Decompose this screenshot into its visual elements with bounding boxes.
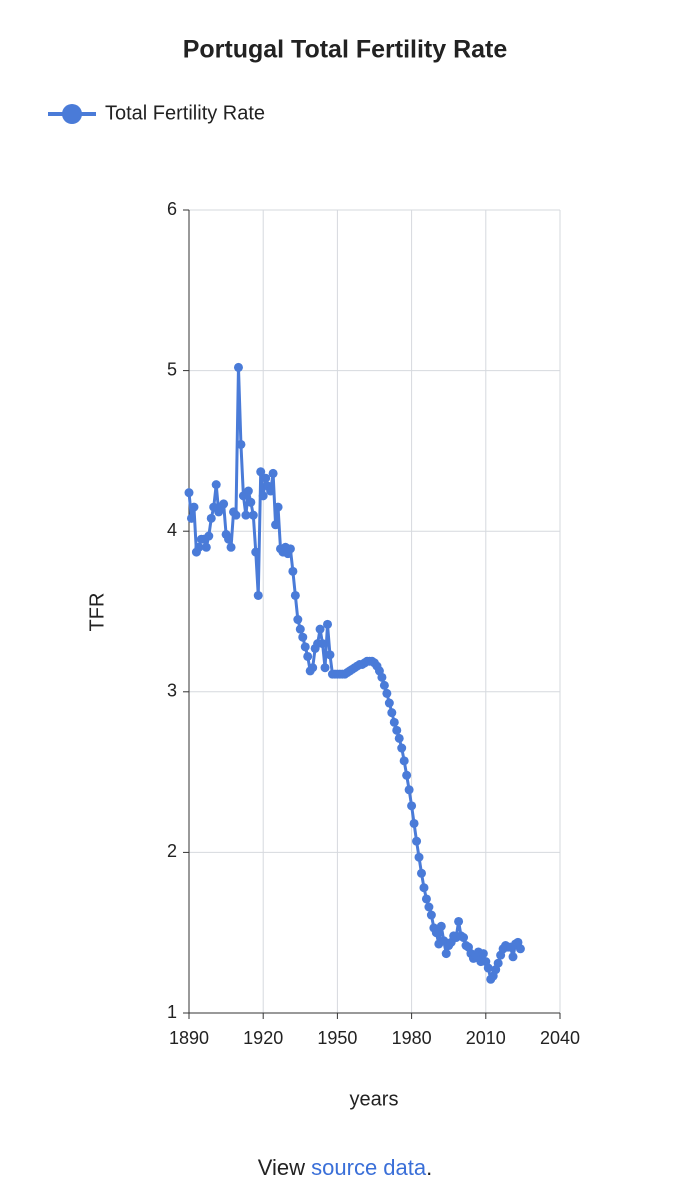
data-point: [318, 639, 328, 649]
data-point: [246, 497, 256, 507]
y-tick-label: 6: [167, 199, 177, 219]
legend-label: Total Fertility Rate: [105, 102, 265, 124]
y-tick-label: 3: [167, 681, 177, 701]
data-point: [419, 883, 429, 893]
data-point: [508, 952, 518, 962]
data-point: [493, 958, 503, 968]
data-point: [379, 680, 389, 690]
data-point: [421, 894, 431, 904]
data-point: [483, 963, 493, 973]
data-point: [226, 542, 236, 552]
data-point: [303, 651, 313, 661]
data-point: [273, 502, 283, 512]
legend-marker: [62, 104, 82, 124]
data-point: [219, 499, 229, 509]
data-point: [409, 818, 419, 828]
data-point: [459, 933, 469, 943]
data-point: [211, 480, 221, 490]
x-axis-label: years: [350, 1088, 399, 1110]
data-point: [431, 928, 441, 938]
data-point: [382, 688, 392, 698]
chart-title: Portugal Total Fertility Rate: [183, 36, 508, 64]
data-point: [387, 708, 397, 718]
x-tick-label: 1950: [317, 1028, 357, 1048]
data-point: [268, 468, 278, 478]
data-point: [515, 944, 525, 954]
data-point: [293, 615, 303, 625]
data-point: [441, 949, 451, 959]
data-point: [315, 624, 325, 634]
data-point: [414, 852, 424, 862]
data-point: [243, 486, 253, 496]
data-point: [248, 510, 258, 520]
x-tick-label: 2040: [540, 1028, 580, 1048]
data-point: [454, 916, 464, 926]
data-point: [258, 491, 268, 501]
footer-text: View: [257, 1155, 306, 1180]
data-point: [308, 663, 318, 673]
data-point: [261, 473, 271, 483]
data-point: [416, 868, 426, 878]
x-tick-label: 1890: [169, 1028, 209, 1048]
data-point: [189, 502, 199, 512]
data-point: [298, 632, 308, 642]
data-point: [184, 488, 194, 498]
data-point: [206, 513, 216, 523]
data-point: [404, 785, 414, 795]
data-point: [397, 743, 407, 753]
data-point: [266, 486, 276, 496]
data-point: [478, 949, 488, 959]
data-point: [236, 439, 246, 449]
data-point: [224, 534, 234, 544]
y-tick-label: 1: [167, 1002, 177, 1022]
data-point: [251, 547, 261, 557]
y-tick-label: 2: [167, 841, 177, 861]
data-point: [424, 902, 434, 912]
data-point: [253, 590, 263, 600]
data-point: [323, 619, 333, 629]
data-point: [426, 910, 436, 920]
data-point: [290, 590, 300, 600]
data-point: [392, 725, 402, 735]
data-point: [325, 650, 335, 660]
data-point: [394, 733, 404, 743]
data-point: [271, 520, 281, 530]
data-point: [241, 510, 251, 520]
data-point: [402, 770, 412, 780]
data-point: [389, 717, 399, 727]
footer-text: .: [426, 1155, 433, 1180]
data-point: [377, 672, 387, 682]
y-tick-label: 4: [167, 520, 177, 540]
data-point: [399, 756, 409, 766]
data-point: [204, 531, 214, 541]
data-point: [256, 467, 266, 477]
data-point: [407, 801, 417, 811]
x-tick-label: 1980: [392, 1028, 432, 1048]
data-point: [300, 642, 310, 652]
data-point: [320, 663, 330, 673]
data-point: [285, 544, 295, 554]
y-tick-label: 5: [167, 359, 177, 379]
x-tick-label: 2010: [466, 1028, 506, 1048]
source-link[interactable]: source data: [311, 1155, 427, 1180]
data-point: [201, 542, 211, 552]
data-point: [233, 362, 243, 372]
footer: View source data.: [0, 1155, 690, 1181]
data-point: [436, 921, 446, 931]
data-point: [412, 836, 422, 846]
data-point: [231, 510, 241, 520]
data-point: [194, 542, 204, 552]
x-tick-label: 1920: [243, 1028, 283, 1048]
data-point: [186, 513, 196, 523]
data-point: [295, 624, 305, 634]
data-point: [288, 566, 298, 576]
data-point: [384, 698, 394, 708]
y-axis-label: TFR: [86, 593, 108, 632]
data-line: [187, 365, 522, 981]
